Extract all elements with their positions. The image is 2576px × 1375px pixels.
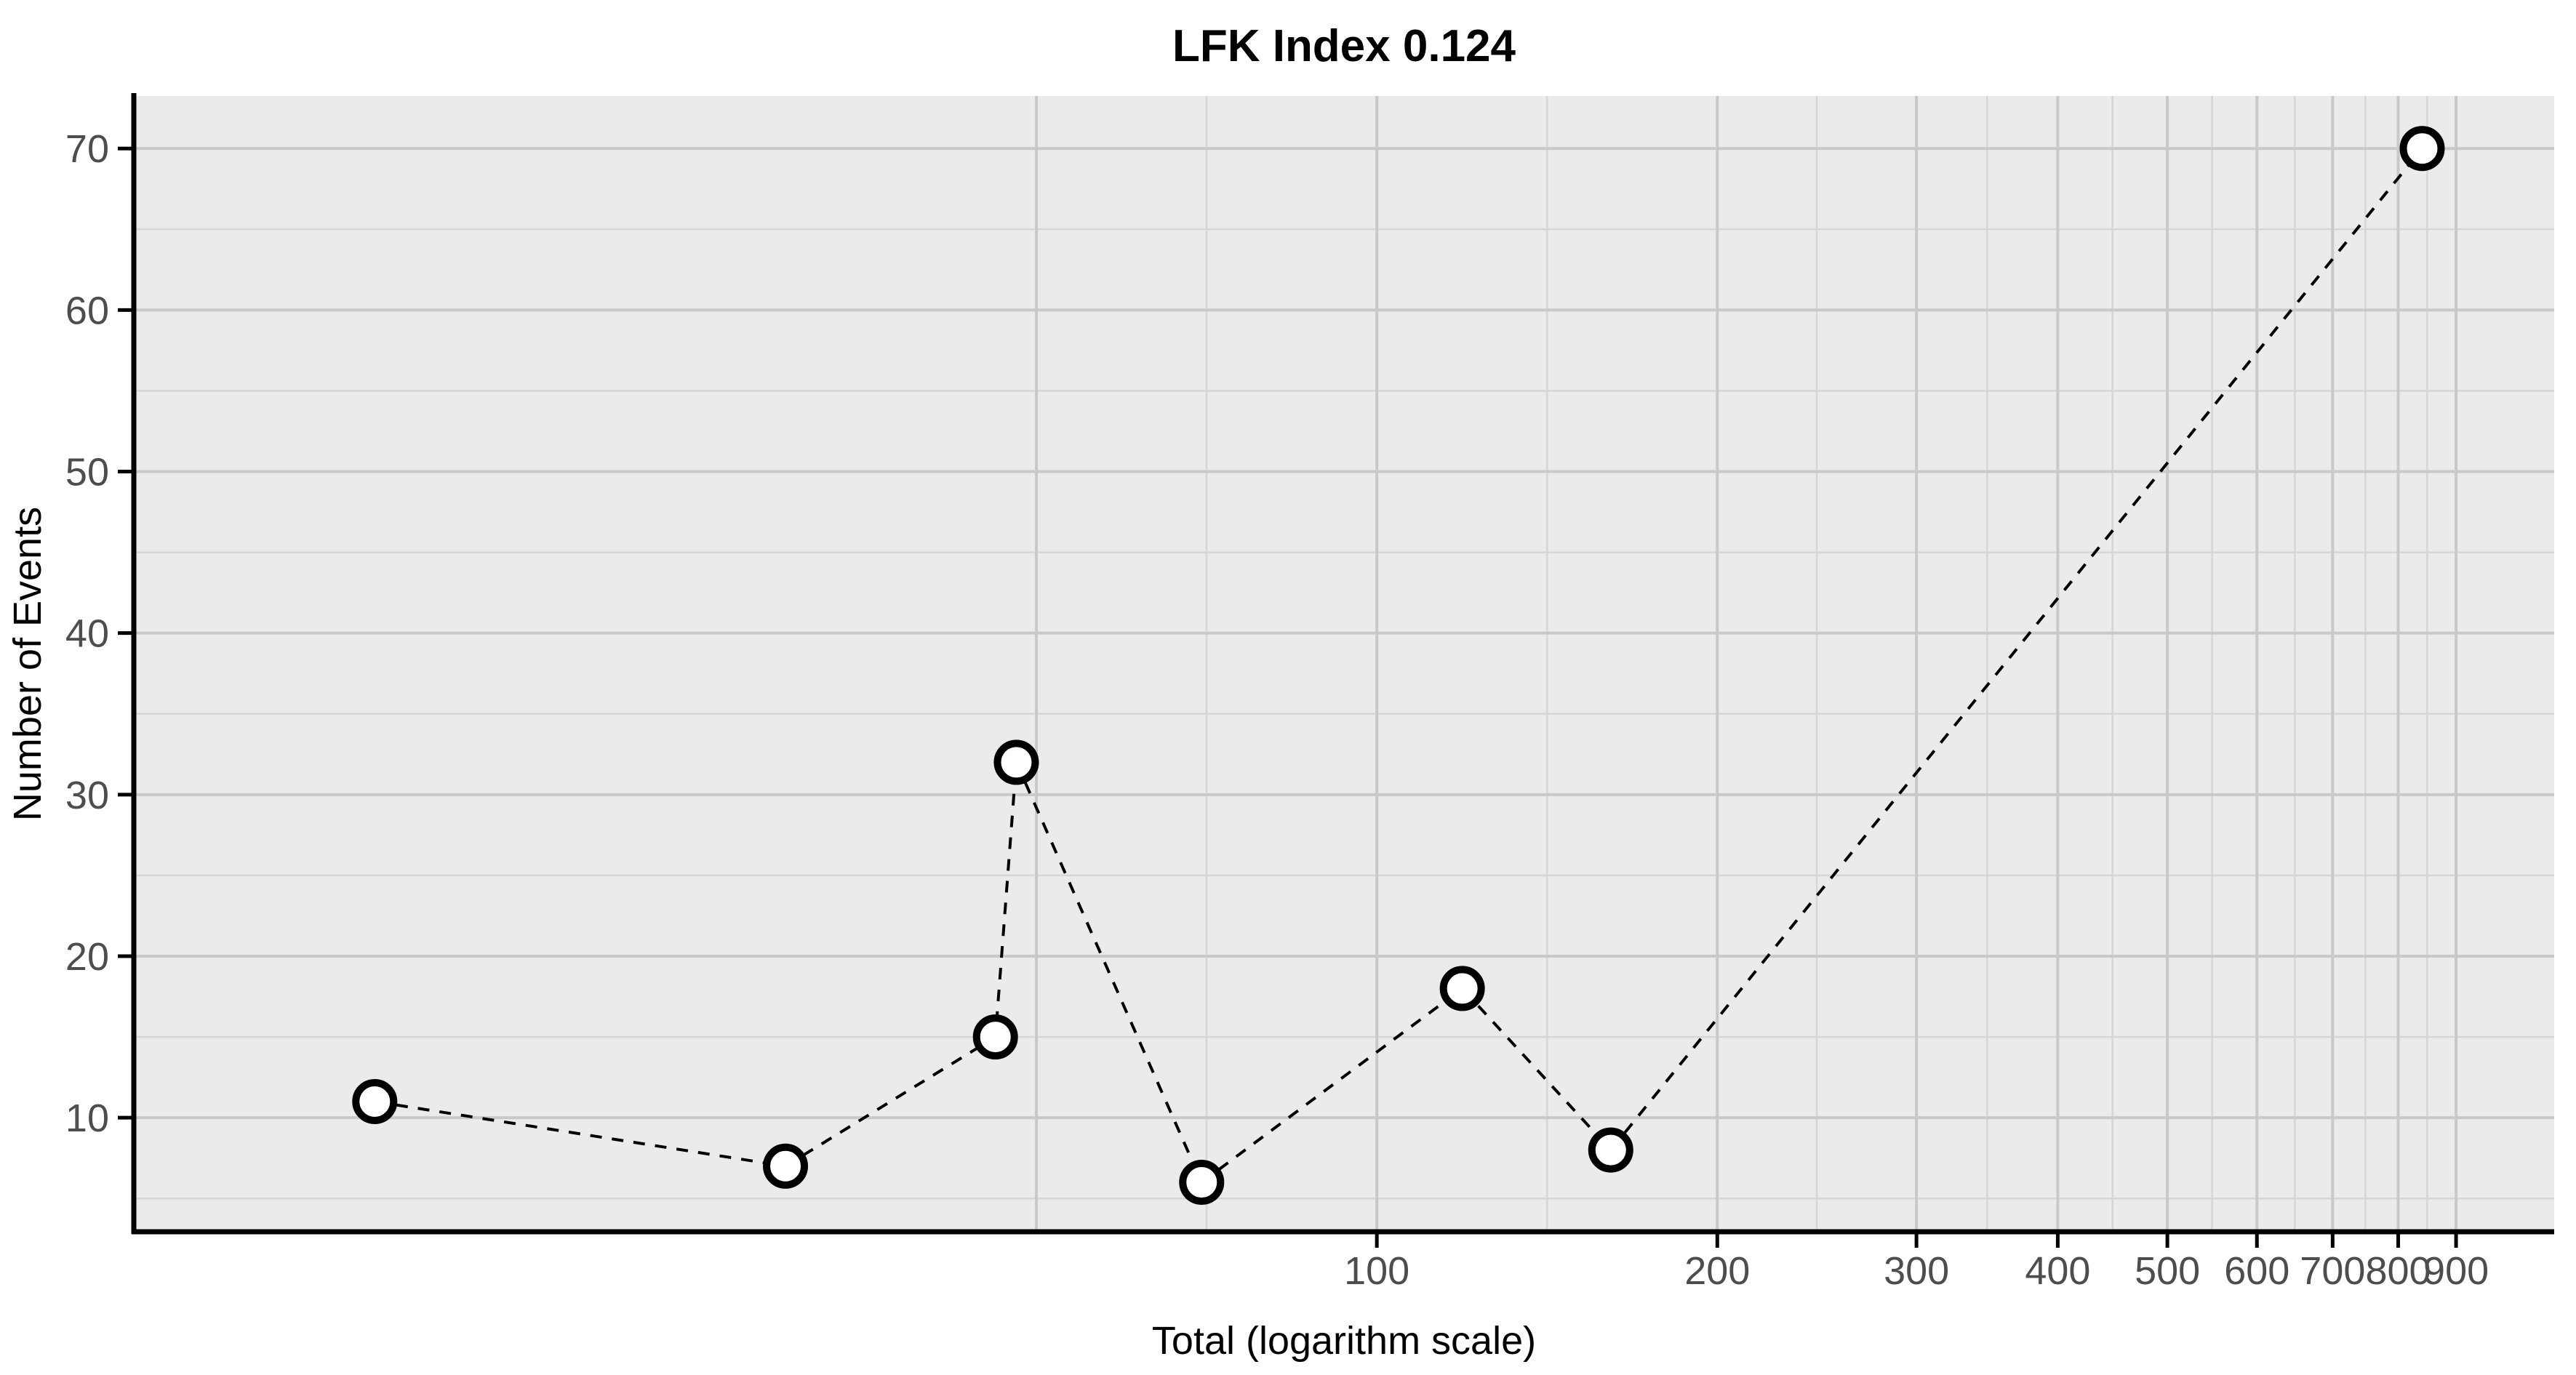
y-axis-title: Number of Events <box>6 507 49 821</box>
data-point <box>972 1014 1018 1060</box>
x-tick-label: 100 <box>1344 1249 1409 1293</box>
data-point <box>993 739 1039 785</box>
data-point <box>352 1078 398 1124</box>
x-tick-label: 600 <box>2224 1249 2289 1293</box>
y-tick-label: 10 <box>65 1097 109 1140</box>
plot-panel <box>134 96 2554 1232</box>
x-axis-title: Total (logarithm scale) <box>1152 1319 1536 1363</box>
y-tick-label: 30 <box>65 774 109 817</box>
x-tick-label: 400 <box>2025 1249 2090 1293</box>
tick-labels: 10 20 30 40 50 60 70 100 200 300 400 500 600 700 80090… <box>65 127 2489 1293</box>
chart-title: LFK Index 0.124 <box>1172 21 1516 71</box>
x-tick-label: 800 <box>2365 1249 2431 1293</box>
y-tick-label: 60 <box>65 289 109 332</box>
data-point <box>763 1143 809 1189</box>
gridlines <box>134 96 2554 1232</box>
data-point <box>2399 126 2445 172</box>
y-tick-label: 20 <box>65 935 109 979</box>
data-point <box>1439 966 1485 1011</box>
x-tick-label: 700 <box>2300 1249 2365 1293</box>
x-tick-label: 200 <box>1684 1249 1750 1293</box>
y-tick-label: 40 <box>65 612 109 656</box>
data-point <box>1179 1160 1225 1206</box>
x-tick-label: 300 <box>1884 1249 1949 1293</box>
y-tick-label: 70 <box>65 127 109 171</box>
x-tick-label: 500 <box>2135 1249 2200 1293</box>
panel-background <box>134 96 2554 1232</box>
data-point <box>1588 1127 1633 1173</box>
x-tick-label: 900 <box>2423 1249 2489 1293</box>
data-series <box>352 126 2445 1206</box>
series-line <box>374 147 2424 1185</box>
y-tick-label: 50 <box>65 451 109 494</box>
axes <box>118 93 2554 1248</box>
